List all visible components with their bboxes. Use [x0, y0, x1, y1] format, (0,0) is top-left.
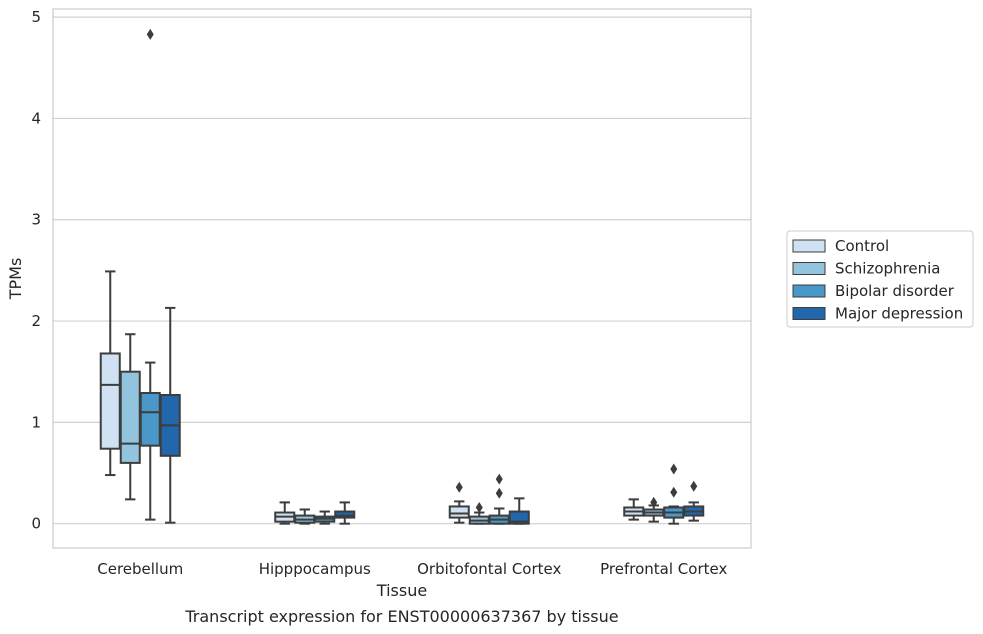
box-major-depression	[159, 306, 181, 524]
box-schizophrenia	[119, 333, 141, 501]
legend-swatch	[792, 262, 826, 275]
box-major-depression	[508, 497, 530, 525]
box-control	[274, 501, 296, 525]
outlier-point	[670, 463, 678, 475]
outlier-point	[495, 487, 503, 499]
legend: Control Schizophrenia Bipolar disorder Majo…	[786, 230, 974, 328]
box-iqr	[119, 370, 141, 464]
plot-frame	[52, 8, 752, 549]
legend-label: Major depression	[835, 305, 963, 323]
box-schizophrenia	[468, 501, 490, 525]
y-tick-label: 1	[31, 413, 41, 431]
legend-swatch	[792, 239, 826, 253]
box-iqr	[99, 352, 121, 450]
x-tick-label: Orbitofontal Cortex	[417, 560, 561, 578]
box-schizophrenia	[294, 508, 316, 525]
outlier-point	[455, 481, 463, 493]
legend-frame	[786, 230, 974, 328]
x-tick-labels: Cerebellum Hipppocampus Orbitofontal Corte…	[97, 560, 727, 578]
plot-area	[99, 28, 705, 525]
x-tick-label: Cerebellum	[97, 560, 183, 578]
box-control	[99, 270, 121, 477]
box-bipolar-disorder	[139, 28, 161, 521]
box-bipolar-disorder	[314, 510, 336, 525]
x-axis-label: Tissue	[376, 581, 427, 600]
outlier-point	[650, 496, 658, 508]
outlier-point	[690, 480, 698, 492]
box-schizophrenia	[643, 496, 665, 523]
chart-caption: Transcript expression for ENST0000063736…	[184, 607, 618, 626]
legend-label: Control	[835, 237, 889, 255]
box-major-depression	[683, 480, 705, 522]
legend-swatch	[792, 284, 826, 298]
legend-label: Schizophrenia	[835, 260, 940, 278]
y-axis-label: TPMs	[6, 258, 25, 301]
outlier-point	[475, 501, 483, 513]
outlier-point	[146, 28, 154, 40]
box-control	[623, 498, 645, 521]
y-tick-label: 2	[31, 312, 41, 330]
legend-swatch	[792, 307, 826, 320]
box-control	[448, 481, 470, 524]
box-bipolar-disorder	[488, 473, 510, 525]
box-bipolar-disorder	[663, 463, 685, 525]
y-tick-label: 5	[31, 8, 41, 26]
box-iqr	[448, 505, 470, 519]
outlier-point	[670, 486, 678, 498]
y-tick-label: 4	[31, 109, 41, 127]
box-major-depression	[334, 501, 356, 525]
y-tick-label: 3	[31, 211, 41, 229]
box-iqr	[508, 510, 530, 525]
y-tick-labels: 0 1 2 3 4 5	[31, 8, 41, 533]
x-tick-label: Prefrontal Cortex	[600, 560, 727, 578]
box-iqr	[139, 391, 161, 447]
legend-label: Bipolar disorder	[835, 282, 955, 300]
y-tick-label: 0	[31, 515, 41, 533]
outlier-point	[495, 473, 503, 485]
box-iqr	[334, 510, 356, 519]
x-tick-label: Hipppocampus	[259, 560, 371, 578]
grid-lines	[53, 16, 751, 525]
